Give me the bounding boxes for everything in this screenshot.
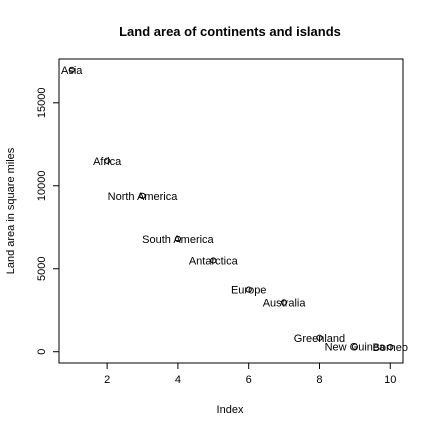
x-axis: 2 4 6 8 10: [104, 362, 396, 386]
point-label: New Guinea: [325, 342, 386, 354]
data-point: [387, 343, 394, 351]
y-tick-label: 0: [36, 349, 48, 355]
data-point: [210, 257, 217, 264]
point-label: South America: [142, 234, 214, 246]
chart-title: Land area of continents and islands: [119, 24, 341, 39]
point-label: Antarctica: [189, 255, 239, 267]
plot-box: [58, 58, 404, 364]
y-tick-label: 15000: [36, 88, 48, 119]
x-tick-label: 6: [246, 374, 252, 386]
x-tick-label: 10: [384, 374, 396, 386]
data-point: [351, 343, 358, 350]
data-point: [316, 334, 323, 341]
point-label: Borneo: [373, 342, 408, 354]
x-axis-label: Index: [217, 404, 244, 416]
x-tick-label: 8: [316, 374, 322, 386]
y-axis-label: Land area in square miles: [5, 147, 17, 274]
point-label: Europe: [231, 285, 266, 297]
data-point: [245, 286, 252, 293]
data-point: [174, 235, 182, 243]
data-point: [104, 157, 111, 164]
data-points: [68, 66, 394, 351]
y-tick-label: 5000: [36, 257, 48, 281]
point-label: Africa: [93, 156, 122, 168]
y-tick-label: 10000: [36, 170, 48, 201]
point-label: Australia: [263, 297, 307, 309]
x-tick-label: 4: [175, 374, 181, 386]
point-labels: Asia Africa North America South America Anta…: [61, 65, 408, 354]
data-point: [280, 299, 288, 306]
y-axis: 0 5000 10000 15000: [36, 88, 60, 355]
data-point: [139, 192, 146, 199]
data-point: [68, 66, 75, 73]
point-label: North America: [108, 191, 179, 203]
x-tick-label: 2: [104, 374, 110, 386]
point-label: Asia: [61, 65, 83, 77]
point-label: Greenland: [294, 333, 345, 345]
